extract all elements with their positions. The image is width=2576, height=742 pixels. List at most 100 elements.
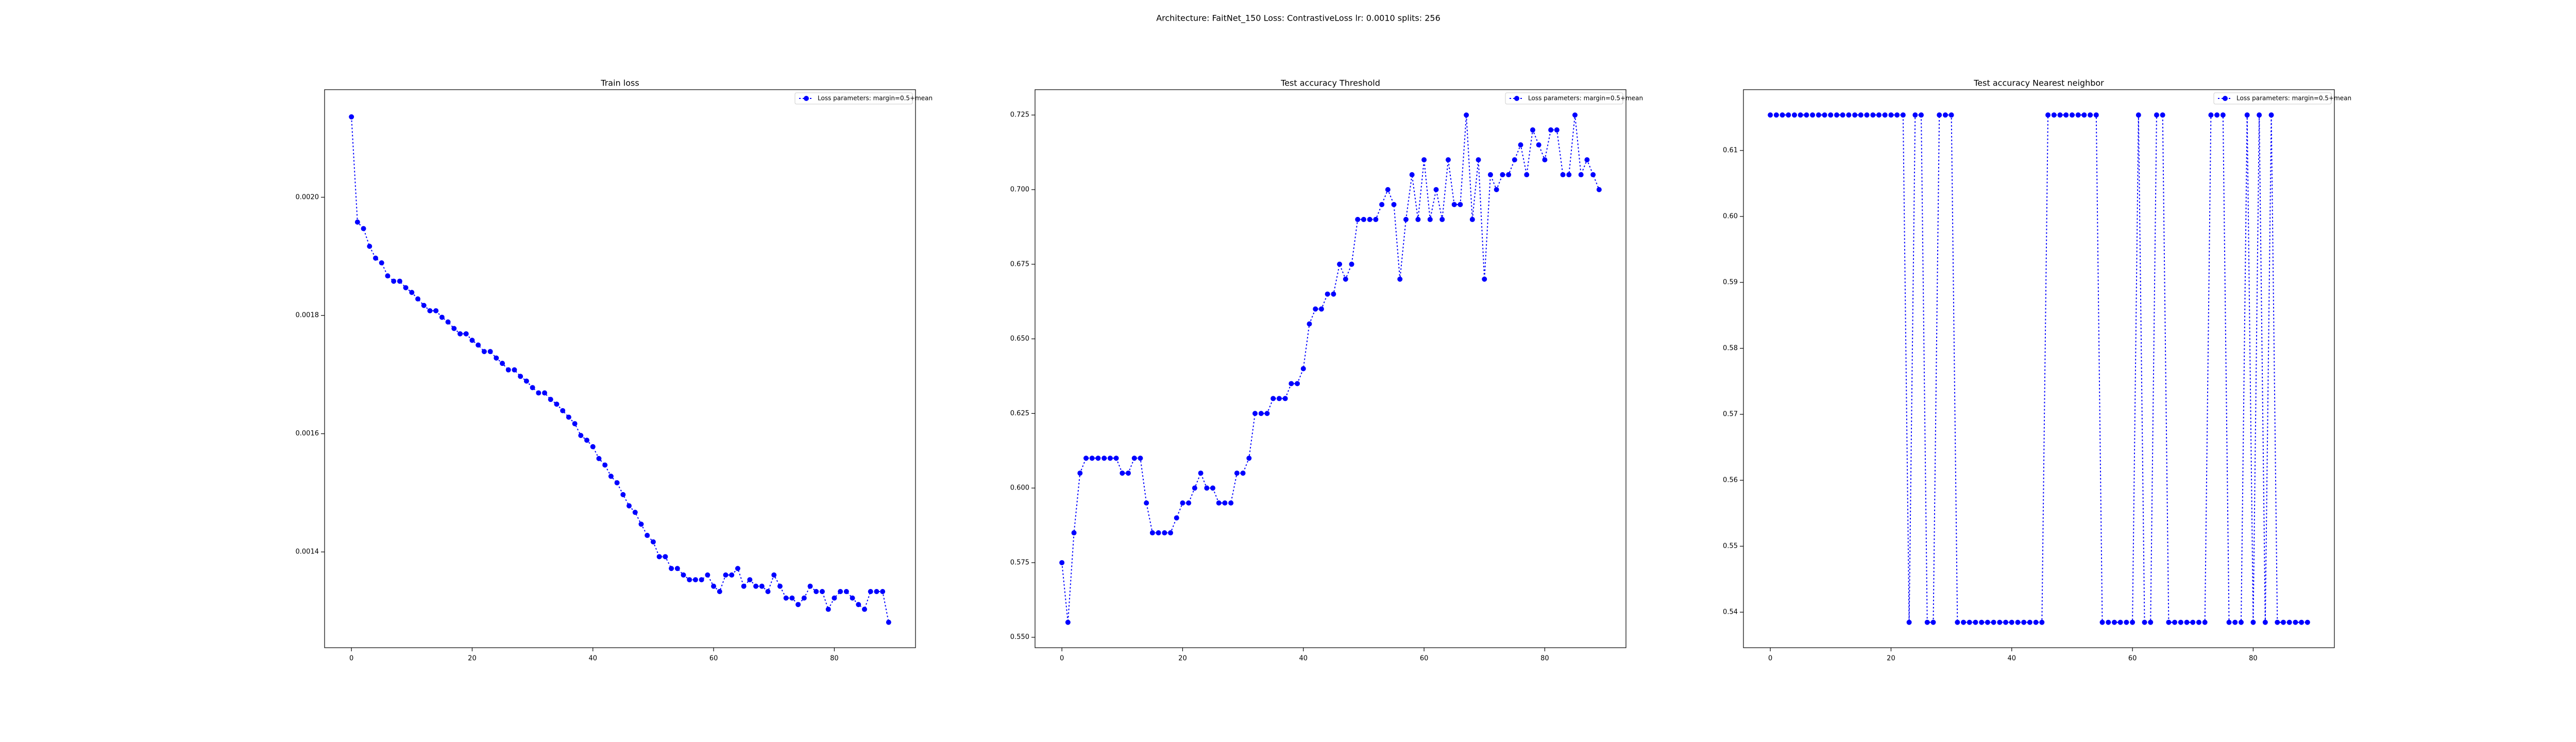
data-point bbox=[825, 606, 831, 612]
data-point bbox=[1955, 619, 1960, 625]
axes-background bbox=[325, 90, 916, 648]
data-point bbox=[2124, 619, 2129, 625]
data-point bbox=[1318, 306, 1324, 312]
data-point bbox=[1798, 112, 1803, 118]
data-point bbox=[1572, 112, 1578, 118]
data-point bbox=[1948, 112, 1954, 118]
data-point bbox=[723, 572, 728, 578]
data-point bbox=[1482, 276, 1487, 282]
data-point bbox=[1464, 112, 1469, 118]
data-point bbox=[2299, 619, 2304, 625]
data-point bbox=[795, 602, 801, 608]
data-point bbox=[1234, 470, 1240, 476]
data-point bbox=[1180, 500, 1185, 506]
data-point bbox=[1846, 112, 1852, 118]
data-point bbox=[1518, 142, 1523, 148]
data-point bbox=[2015, 619, 2021, 625]
data-point bbox=[669, 566, 674, 571]
data-point bbox=[674, 566, 680, 571]
data-point bbox=[1888, 112, 1894, 118]
data-point bbox=[1373, 216, 1379, 222]
data-point bbox=[1113, 456, 1119, 461]
data-point bbox=[777, 583, 783, 589]
data-point bbox=[1894, 112, 1900, 118]
data-point bbox=[1852, 112, 1858, 118]
legend-label: Loss parameters: margin=0.5+mean bbox=[2236, 95, 2351, 102]
data-point bbox=[1578, 172, 1584, 178]
data-point bbox=[1882, 112, 1888, 118]
axes-frame bbox=[324, 89, 916, 648]
data-point bbox=[1433, 187, 1439, 193]
data-point bbox=[1337, 261, 1343, 267]
data-point bbox=[578, 433, 584, 439]
y-tick-label: 0.58 bbox=[1723, 345, 1738, 352]
data-point bbox=[2111, 619, 2117, 625]
data-point bbox=[1162, 530, 1167, 536]
data-point bbox=[2268, 112, 2274, 118]
data-point bbox=[735, 566, 740, 571]
data-point bbox=[542, 390, 548, 396]
data-point bbox=[807, 583, 813, 589]
x-tick-label: 60 bbox=[709, 655, 718, 663]
y-tick-label: 0.700 bbox=[1010, 186, 1029, 194]
y-tick-label: 0.55 bbox=[1723, 543, 1738, 550]
data-point bbox=[620, 492, 626, 497]
data-point bbox=[494, 355, 499, 361]
data-point bbox=[2003, 619, 2009, 625]
data-point bbox=[886, 619, 891, 625]
axes-background bbox=[1743, 90, 2334, 648]
data-point bbox=[1596, 187, 1602, 193]
x-tick-label: 20 bbox=[468, 655, 477, 663]
data-point bbox=[861, 606, 867, 612]
data-point bbox=[560, 408, 566, 413]
data-point bbox=[687, 577, 692, 583]
axes-title: Train loss bbox=[600, 78, 639, 88]
data-point bbox=[1864, 112, 1870, 118]
data-point bbox=[2154, 112, 2159, 118]
data-point bbox=[385, 273, 391, 279]
data-point bbox=[2202, 619, 2208, 625]
data-point bbox=[711, 583, 717, 589]
data-point bbox=[1131, 456, 1137, 461]
data-point bbox=[1512, 157, 1517, 163]
series-line bbox=[1061, 115, 1600, 622]
data-point bbox=[512, 367, 517, 373]
y-tick-label: 0.0020 bbox=[296, 193, 319, 201]
x-tick-label: 40 bbox=[1299, 655, 1308, 663]
data-point bbox=[1768, 112, 1773, 118]
data-point bbox=[868, 589, 873, 595]
x-tick-label: 0 bbox=[1768, 655, 1772, 663]
data-point bbox=[1198, 470, 1204, 476]
data-point bbox=[1427, 216, 1433, 222]
data-point bbox=[1530, 127, 1535, 133]
data-point bbox=[2196, 619, 2201, 625]
data-point bbox=[590, 444, 596, 449]
data-point bbox=[1270, 396, 1276, 401]
data-point bbox=[1858, 112, 1863, 118]
data-point bbox=[1367, 216, 1372, 222]
data-point bbox=[2069, 112, 2075, 118]
data-point bbox=[349, 114, 354, 120]
data-point bbox=[1786, 112, 1791, 118]
data-point bbox=[717, 589, 722, 595]
data-point bbox=[391, 278, 397, 284]
y-tick-label: 0.59 bbox=[1723, 279, 1738, 286]
y-tick-label: 0.0016 bbox=[296, 430, 319, 437]
y-tick-label: 0.675 bbox=[1010, 260, 1029, 268]
data-point bbox=[747, 577, 753, 583]
data-point bbox=[2027, 619, 2032, 625]
suptitle: Architecture: FaitNet_150 Loss: Contrast… bbox=[1156, 13, 1440, 24]
data-point bbox=[1876, 112, 1882, 118]
data-point bbox=[1804, 112, 1809, 118]
x-tick-label: 20 bbox=[1887, 655, 1895, 663]
data-point bbox=[801, 595, 807, 601]
data-point bbox=[2304, 619, 2310, 625]
data-point bbox=[2214, 112, 2220, 118]
data-point bbox=[1228, 500, 1234, 506]
axes-frame bbox=[1743, 89, 2335, 648]
data-point bbox=[518, 374, 523, 379]
data-point bbox=[614, 480, 620, 485]
data-point bbox=[1924, 619, 1930, 625]
data-point bbox=[1919, 112, 1924, 118]
data-point bbox=[2045, 112, 2051, 118]
